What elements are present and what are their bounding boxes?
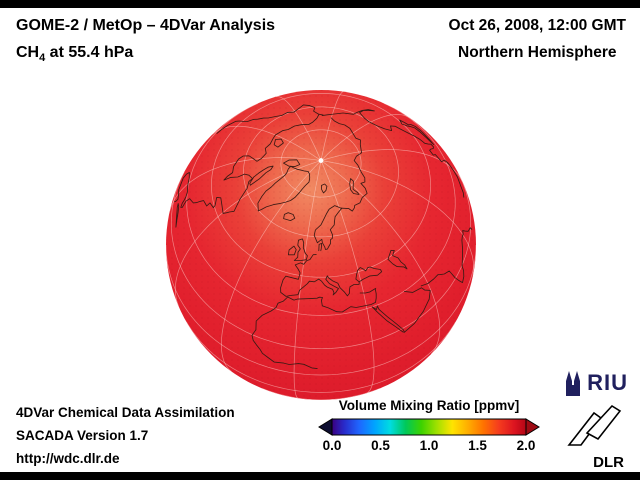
coastline bbox=[355, 266, 383, 283]
species-subscript: 4 bbox=[39, 52, 46, 65]
riu-logo: RIU bbox=[563, 369, 628, 396]
species-symbol: CH bbox=[16, 44, 40, 61]
credit-line2: SACADA Version 1.7 bbox=[16, 428, 149, 443]
coastline bbox=[420, 227, 473, 287]
graticule-meridian bbox=[293, 160, 322, 399]
coastline bbox=[283, 212, 296, 222]
coastline bbox=[321, 109, 409, 134]
colorbar-right-arrow bbox=[525, 418, 540, 436]
top-border bbox=[0, 0, 640, 8]
graticule-meridian bbox=[320, 160, 474, 277]
coastline bbox=[407, 132, 465, 198]
title-line1: GOME-2 / MetOp – 4DVar Analysis bbox=[16, 17, 276, 34]
datetime-block: Oct 26, 2008, 12:00 GMT Northern Hemisph… bbox=[449, 12, 626, 66]
coastline bbox=[249, 165, 274, 186]
graticule-parallel bbox=[186, 321, 456, 393]
bottom-border bbox=[0, 472, 640, 480]
pressure-level: at 55.4 hPa bbox=[45, 44, 134, 61]
coastline bbox=[216, 104, 324, 134]
credits-block: 4DVar Chemical Data Assimilation SACADA … bbox=[16, 401, 235, 470]
coastline bbox=[330, 117, 368, 212]
graticule-meridian bbox=[320, 160, 441, 355]
dlr-logo: DLR bbox=[564, 404, 624, 471]
tick-label: 0.5 bbox=[371, 438, 390, 453]
coastline bbox=[257, 165, 311, 212]
coastline bbox=[359, 287, 377, 294]
coastline bbox=[253, 114, 320, 162]
colorbar-tick-labels: 0.0 0.5 1.0 1.5 2.0 bbox=[318, 438, 540, 454]
graticule-meridian bbox=[221, 160, 322, 372]
coastline bbox=[321, 183, 328, 194]
tick-label: 1.0 bbox=[419, 438, 439, 453]
tick-label: 2.0 bbox=[516, 438, 536, 453]
cathedral-icon bbox=[566, 371, 581, 396]
coastline bbox=[318, 242, 323, 252]
credit-url: http://wdc.dlr.de bbox=[16, 451, 120, 466]
coastline bbox=[404, 287, 431, 333]
coastline bbox=[313, 205, 343, 250]
graticule-meridian bbox=[275, 96, 322, 161]
colorbar-title: Volume Mixing Ratio [ppmv] bbox=[338, 398, 520, 413]
coastline bbox=[175, 203, 180, 228]
dlr-logo-text: DLR bbox=[593, 454, 624, 471]
tick-label: 1.5 bbox=[468, 438, 487, 453]
coastline bbox=[349, 178, 360, 195]
globe-lines-layer bbox=[166, 91, 476, 400]
colorbar-block: Volume Mixing Ratio [ppmv] 0.0 0.5 1.0 1… bbox=[318, 398, 540, 454]
coastline bbox=[399, 119, 435, 146]
coastline bbox=[287, 245, 297, 256]
graticule-parallel bbox=[166, 244, 476, 376]
date-text: Oct 26, 2008, 12:00 GMT bbox=[448, 17, 626, 34]
graticule-meridian bbox=[320, 114, 410, 161]
colorbar bbox=[318, 418, 540, 436]
coastline bbox=[283, 159, 301, 168]
pole-marker bbox=[318, 158, 324, 163]
coastline bbox=[280, 254, 360, 297]
plot-title-block: GOME-2 / MetOp – 4DVar Analysis CH4 at 5… bbox=[16, 12, 275, 72]
riu-logo-text: RIU bbox=[587, 369, 628, 395]
coastline bbox=[174, 155, 255, 214]
graticule-meridian bbox=[169, 157, 322, 212]
graticule-parallel bbox=[186, 103, 456, 316]
graticule-meridian bbox=[174, 160, 322, 307]
dlr-mark-icon bbox=[567, 404, 622, 446]
hemisphere-map bbox=[166, 90, 476, 400]
colorbar-left-arrow bbox=[318, 418, 333, 436]
credit-line1: 4DVar Chemical Data Assimilation bbox=[16, 405, 235, 420]
region-text: Northern Hemisphere bbox=[458, 44, 617, 61]
coastline bbox=[371, 305, 405, 333]
tick-label: 0.0 bbox=[322, 438, 342, 453]
coastline bbox=[293, 238, 308, 261]
title-line2: CH4 at 55.4 hPa bbox=[16, 39, 275, 72]
coastline bbox=[273, 138, 284, 148]
coastline bbox=[251, 288, 377, 370]
graticule-meridian bbox=[320, 91, 344, 161]
colorbar-ramp bbox=[331, 418, 527, 436]
coastline bbox=[387, 249, 408, 270]
